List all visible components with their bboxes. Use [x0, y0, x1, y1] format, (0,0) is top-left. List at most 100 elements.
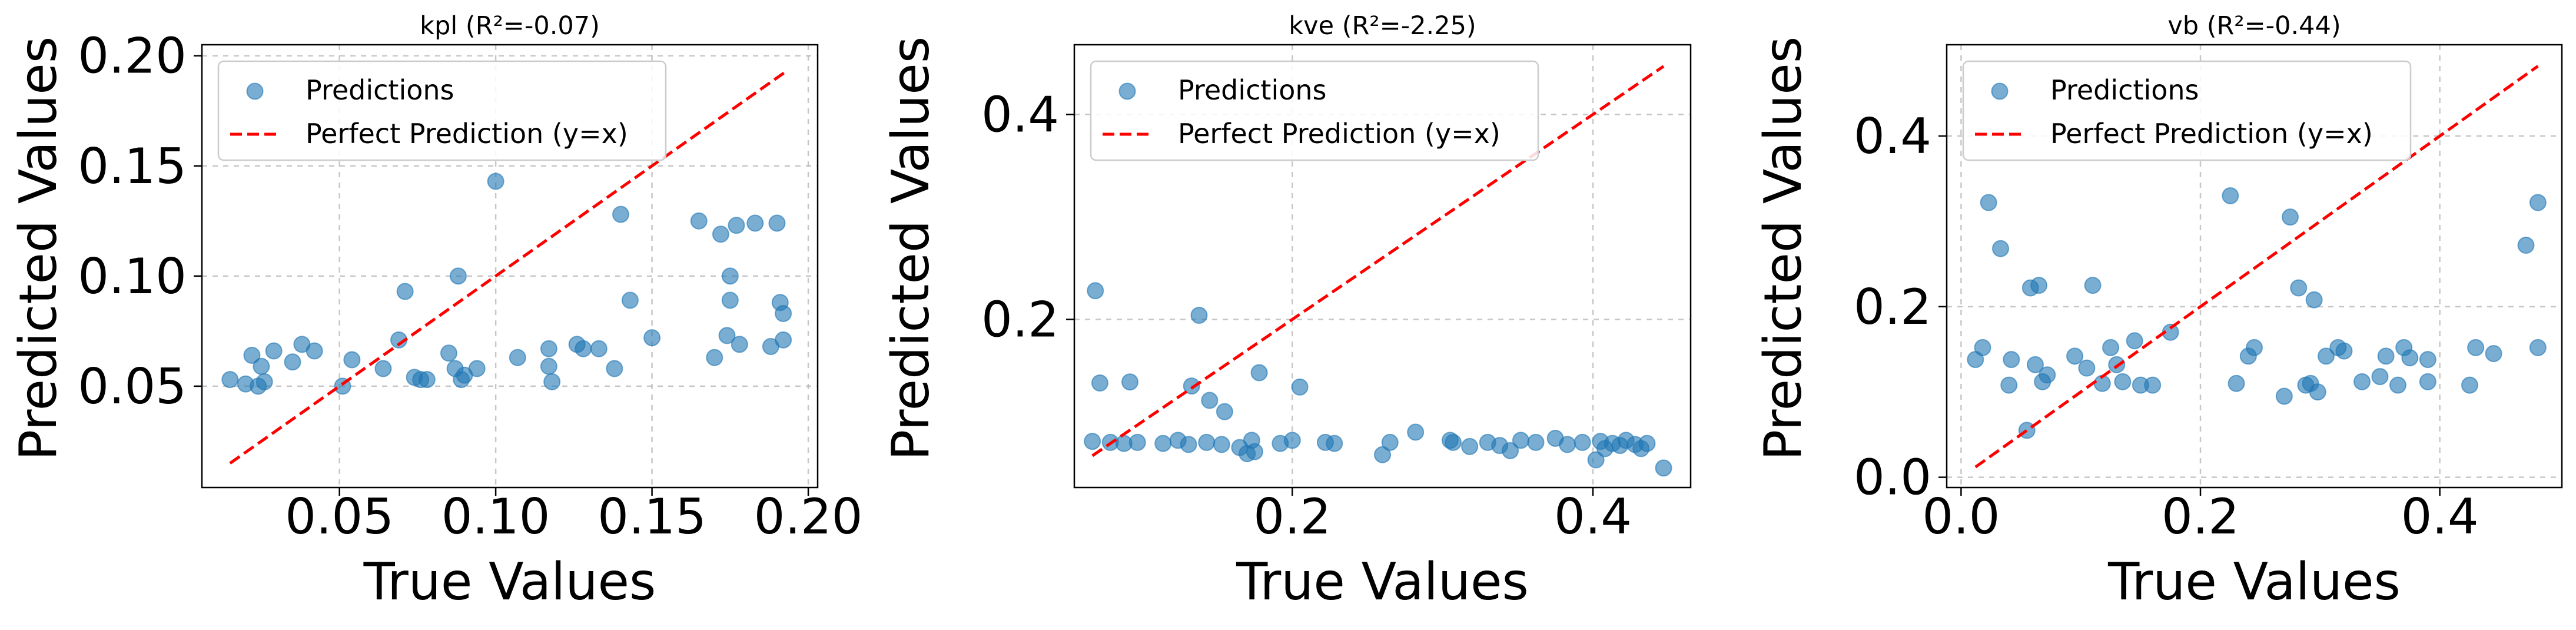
- predictions-series: [1967, 187, 2547, 439]
- prediction-point: [2114, 373, 2132, 390]
- prediction-point: [1512, 432, 1529, 449]
- predictions-series: [221, 173, 792, 395]
- prediction-point: [2084, 277, 2102, 294]
- prediction-point: [1190, 307, 1208, 324]
- prediction-point: [2281, 208, 2299, 226]
- prediction-point: [1246, 443, 1263, 460]
- prediction-point: [718, 327, 736, 344]
- prediction-point: [2317, 347, 2335, 365]
- prediction-point: [2371, 368, 2389, 386]
- prediction-point: [728, 217, 745, 234]
- prediction-point: [343, 351, 361, 369]
- x-tick-label: 0.2: [2162, 488, 2239, 545]
- legend-marker-predictions: [1991, 82, 2009, 100]
- prediction-point: [2003, 351, 2020, 369]
- prediction-point: [746, 214, 764, 232]
- prediction-point: [2529, 194, 2547, 211]
- prediction-point: [1291, 378, 1309, 396]
- y-axis-label: Predicted Values: [1753, 37, 1813, 460]
- prediction-point: [2102, 339, 2120, 356]
- prediction-point: [253, 357, 270, 375]
- prediction-point: [606, 360, 623, 377]
- prediction-point: [2305, 291, 2323, 309]
- perfect-prediction-line: [1091, 65, 1665, 457]
- prediction-point: [2389, 376, 2406, 394]
- prediction-point: [1201, 392, 1219, 409]
- prediction-point: [1559, 436, 1576, 453]
- legend: Predictions Perfect Prediction (y=x): [1090, 60, 1539, 161]
- x-tick-label: 0.0: [1922, 488, 2000, 545]
- prediction-point: [2377, 347, 2395, 365]
- prediction-point: [284, 353, 301, 371]
- prediction-point: [221, 371, 239, 389]
- subplot-2: 0.2 0.4 0.2 0.4 kve (R²=-2.25) True Values Pre…: [881, 11, 1692, 612]
- prediction-point: [2078, 359, 2096, 377]
- y-axis-label: Predicted Values: [8, 37, 68, 460]
- y-tick-label: 0.4: [981, 86, 1059, 143]
- legend-label-perfect-prediction: Perfect Prediction (y=x): [306, 118, 628, 150]
- prediction-point: [731, 336, 748, 353]
- prediction-point: [540, 357, 557, 375]
- y-tick-label: 0.0: [1854, 449, 1931, 506]
- axes-frame: [1946, 44, 2563, 489]
- x-tick-label: 0.10: [441, 488, 550, 545]
- legend-box: [1962, 60, 2412, 161]
- prediction-point: [775, 331, 792, 349]
- y-tick-label: 0.10: [78, 248, 187, 305]
- prediction-point: [706, 349, 723, 366]
- prediction-point: [1991, 240, 2009, 257]
- prediction-point: [2228, 374, 2245, 392]
- prediction-point: [1445, 433, 1462, 451]
- perfect-prediction-line: [229, 69, 788, 465]
- y-tick-label: 0.2: [1854, 278, 1931, 336]
- chart-title: kpl (R²=-0.07): [420, 11, 600, 41]
- prediction-point: [306, 342, 323, 360]
- x-axis-label: True Values: [2107, 552, 2401, 612]
- prediction-point: [543, 373, 561, 390]
- prediction-point: [1381, 433, 1399, 451]
- prediction-point: [1128, 433, 1146, 451]
- legend-box: [1090, 60, 1539, 161]
- legend-label-perfect-prediction: Perfect Prediction (y=x): [2050, 118, 2373, 150]
- prediction-point: [509, 349, 526, 366]
- y-tick-label: 0.15: [78, 138, 187, 195]
- subplot-3: 0.0 0.2 0.4 0.0 0.2 0.4 vb (R²=-0.44) True Valu…: [1753, 11, 2563, 612]
- prediction-point: [1283, 432, 1301, 449]
- prediction-point: [2467, 339, 2485, 356]
- y-tick-label: 0.4: [1854, 108, 1931, 165]
- prediction-point: [621, 291, 639, 309]
- prediction-point: [690, 212, 708, 230]
- prediction-point: [374, 360, 392, 377]
- prediction-point: [1980, 194, 1997, 211]
- perfect-prediction-line: [1974, 65, 2539, 469]
- legend-label-predictions: Predictions: [1178, 74, 1326, 106]
- prediction-point: [265, 342, 283, 360]
- prediction-point: [2039, 366, 2056, 384]
- prediction-point: [1655, 459, 1672, 477]
- axes-frame: [201, 44, 819, 489]
- prediction-point: [2529, 339, 2547, 356]
- legend-label-predictions: Predictions: [2050, 74, 2199, 106]
- prediction-point: [540, 340, 557, 357]
- prediction-point: [2290, 279, 2308, 297]
- prediction-point: [418, 371, 436, 389]
- prediction-point: [1638, 435, 1656, 452]
- x-tick-label: 0.4: [1554, 488, 1632, 545]
- prediction-point: [768, 214, 786, 232]
- prediction-point: [487, 173, 504, 190]
- prediction-point: [1527, 433, 1545, 451]
- x-tick-label: 0.05: [285, 488, 394, 545]
- x-tick-label: 0.15: [597, 488, 706, 545]
- x-axis-label: True Values: [1236, 552, 1529, 612]
- prediction-point: [440, 344, 457, 362]
- predictions-series: [1084, 282, 1672, 477]
- prediction-point: [575, 340, 592, 357]
- y-tick-label: 0.20: [78, 28, 187, 85]
- prediction-point: [2275, 387, 2293, 405]
- prediction-point: [643, 329, 661, 347]
- prediction-point: [612, 205, 629, 223]
- prediction-point: [721, 291, 739, 309]
- prediction-point: [1198, 433, 1216, 451]
- x-tick-label: 0.20: [754, 488, 863, 545]
